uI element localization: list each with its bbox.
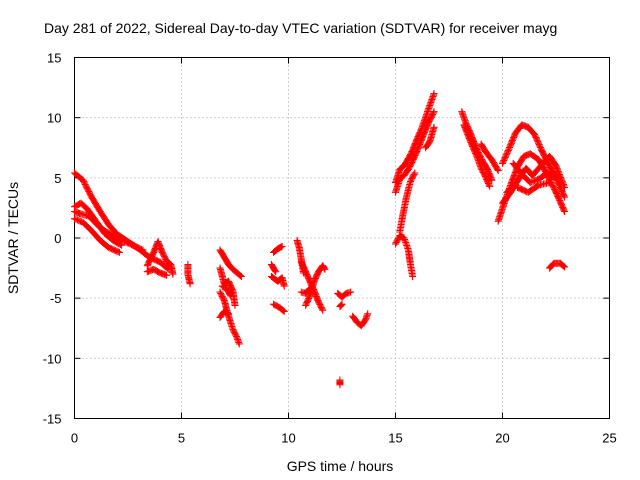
y-tick-label: 10 (47, 111, 61, 126)
data-point-group (336, 376, 344, 389)
data-point-group (392, 232, 417, 280)
y-tick-label: -15 (43, 412, 62, 427)
data-point-group (349, 310, 372, 330)
data-point-group (216, 307, 233, 321)
data-point-group (297, 285, 314, 297)
data-point-group (267, 261, 280, 276)
data-point-group (270, 242, 286, 256)
data-point-group (514, 179, 554, 196)
y-tick-label: -10 (43, 351, 62, 366)
data-point-group (267, 273, 288, 290)
x-tick-label: 5 (178, 431, 185, 446)
data-point-group (334, 288, 355, 301)
x-tick-label: 10 (281, 431, 295, 446)
data-point-group (499, 181, 519, 207)
data-point-group (71, 208, 147, 254)
y-tick-label: -5 (50, 291, 62, 306)
data-point-group (218, 282, 235, 300)
data-point-group (460, 121, 494, 190)
data-point-group (71, 215, 123, 256)
data-point-group (396, 169, 419, 236)
x-tick-label: 25 (602, 431, 616, 446)
data-point-group (143, 238, 177, 278)
data-point-group (392, 108, 438, 196)
x-axis-label: GPS time / hours (287, 458, 394, 474)
y-tick-label: 5 (54, 171, 61, 186)
data-point-group (216, 246, 245, 280)
data-point-group (336, 300, 346, 311)
data-point-group (458, 108, 496, 184)
x-tick-label: 0 (71, 431, 78, 446)
data-point-group (509, 159, 560, 187)
data-series (71, 90, 569, 389)
data-point-group (143, 265, 170, 279)
series-sdtvar (71, 90, 569, 389)
chart-title: Day 281 of 2022, Sidereal Day-to-day VTE… (44, 20, 557, 36)
axis-ticks: 0 5 10 15 20 25 -15 -10 -5 0 5 10 15 (43, 51, 617, 446)
y-tick-label: 15 (47, 51, 61, 66)
data-point-group (392, 90, 438, 187)
x-tick-label: 15 (388, 431, 402, 446)
data-point-group (270, 300, 288, 315)
data-point-group (477, 140, 502, 175)
data-point-group (184, 261, 194, 288)
x-tick-label: 20 (495, 431, 509, 446)
data-point-group (71, 169, 173, 273)
data-point-group (422, 123, 438, 152)
grid (74, 57, 610, 419)
y-tick-label: 0 (54, 231, 61, 246)
y-axis-label: SDTVAR / TECUs (5, 182, 21, 294)
data-point-group (546, 259, 569, 272)
